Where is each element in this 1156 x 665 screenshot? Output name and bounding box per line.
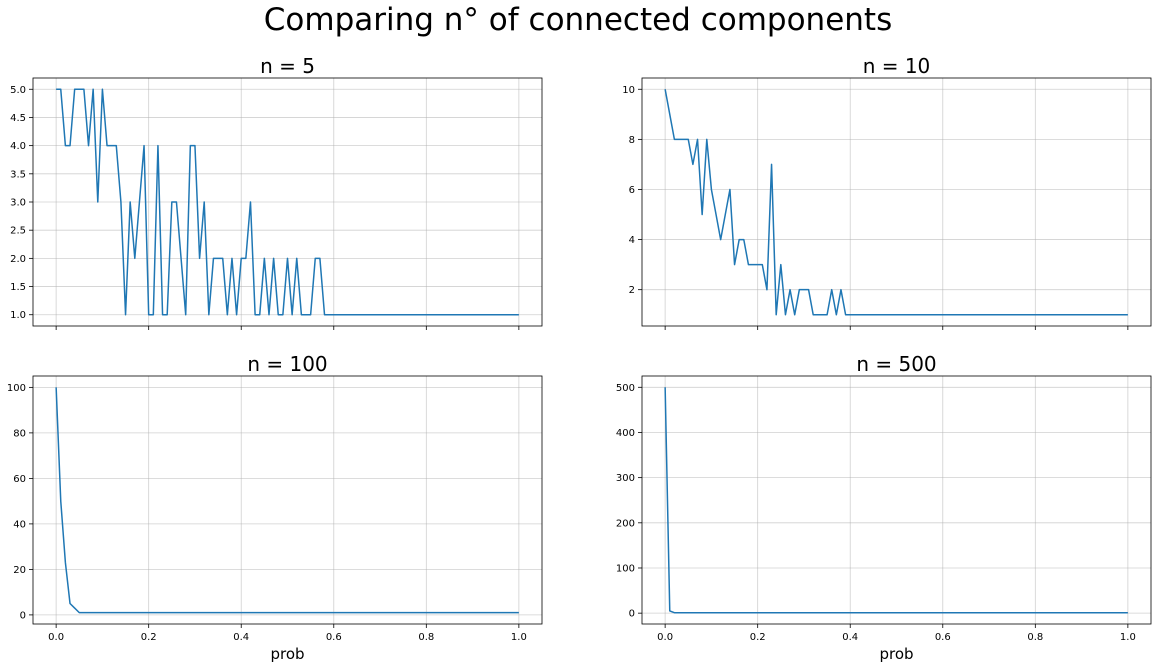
y-tick-label: 2.5 <box>10 226 26 237</box>
y-tick-label: 500 <box>616 383 635 394</box>
subplot-title: n = 500 <box>856 352 936 376</box>
subplot-title: n = 100 <box>247 352 327 376</box>
y-tick-label: 2 <box>629 285 635 296</box>
y-tick-label: 3.0 <box>10 198 26 209</box>
series-line <box>56 88 519 316</box>
subplot-1: 1.0 1.5 2.0 2.5 3.0 3.5 4.0 4.5 5.0 n = 5 <box>10 54 543 330</box>
x-tick-label: 0.4 <box>233 632 249 643</box>
figure-title: Comparing n° of connected components <box>263 2 893 38</box>
series-line <box>664 89 1128 316</box>
x-tick-label: 0.6 <box>326 632 342 643</box>
y-tick-label: 100 <box>7 383 26 394</box>
y-tick-label: 2.0 <box>10 254 26 265</box>
x-tick-label: 0.0 <box>48 632 64 643</box>
subplot-2: 2 4 6 8 10 n = 10 <box>622 54 1152 330</box>
plot-frame <box>641 77 1152 327</box>
y-tick-label: 5.0 <box>10 85 26 96</box>
y-tick-label: 8 <box>629 135 635 146</box>
y-tick-label: 300 <box>616 473 635 484</box>
x-tick-label: 1.0 <box>511 632 527 643</box>
plot-frame <box>641 375 1152 625</box>
x-tick-label: 0.0 <box>657 632 673 643</box>
subplot-4: 0.0 0.2 0.4 0.6 0.8 1.0 0 100 200 300 400 500 n = 50… <box>616 352 1152 663</box>
y-tick-label: 100 <box>616 563 635 574</box>
x-tick-label: 0.2 <box>141 632 157 643</box>
series-line <box>55 387 519 614</box>
y-tick-label: 0 <box>629 609 635 620</box>
y-tick-label: 1.0 <box>10 310 26 321</box>
x-axis-label: prob <box>879 645 913 663</box>
y-tick-label: 400 <box>616 428 635 439</box>
y-tick-label: 4.5 <box>10 113 26 124</box>
x-tick-label: 0.8 <box>418 632 434 643</box>
subplot-title: n = 10 <box>863 54 931 78</box>
x-tick-label: 0.2 <box>750 632 766 643</box>
series-line <box>664 387 1128 614</box>
subplot-3: 0.0 0.2 0.4 0.6 0.8 1.0 0 20 40 60 80 100 n = 100 pro… <box>7 352 543 663</box>
x-axis-label: prob <box>270 645 304 663</box>
y-tick-label: 4.0 <box>10 141 26 152</box>
x-tick-label: 0.4 <box>842 632 858 643</box>
plot-frame <box>32 375 543 625</box>
subplot-title: n = 5 <box>260 54 315 78</box>
y-tick-label: 80 <box>13 428 26 439</box>
y-tick-label: 4 <box>629 235 635 246</box>
y-tick-label: 0 <box>20 610 26 621</box>
y-tick-label: 20 <box>13 565 26 576</box>
y-tick-label: 10 <box>622 85 635 96</box>
y-tick-label: 40 <box>13 519 26 530</box>
y-tick-label: 6 <box>629 185 635 196</box>
y-tick-label: 60 <box>13 474 26 485</box>
y-tick-label: 1.5 <box>10 282 26 293</box>
plot-frame <box>32 77 543 327</box>
y-tick-label: 200 <box>616 518 635 529</box>
y-tick-label: 3.5 <box>10 169 26 180</box>
x-tick-label: 0.6 <box>935 632 951 643</box>
x-tick-label: 1.0 <box>1120 632 1136 643</box>
x-tick-label: 0.8 <box>1027 632 1043 643</box>
